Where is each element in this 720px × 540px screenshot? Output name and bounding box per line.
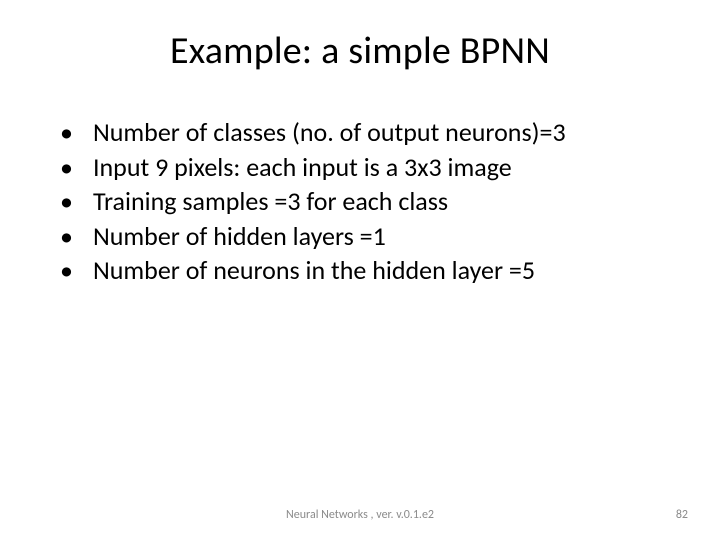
bullet-list: • Number of classes (no. of output neuro… — [60, 116, 672, 287]
bullet-item: • Number of neurons in the hidden layer … — [60, 254, 672, 287]
bullet-item: • Number of classes (no. of output neuro… — [60, 116, 672, 149]
slide-footer: Neural Networks , ver. v.0.1.e2 — [0, 508, 720, 522]
bullet-text: Training samples =3 for each class — [93, 185, 448, 218]
bullet-marker: • — [60, 220, 73, 253]
bullet-item: • Input 9 pixels: each input is a 3x3 im… — [60, 151, 672, 184]
footer-text: Neural Networks , ver. v.0.1.e2 — [286, 508, 434, 522]
bullet-marker: • — [60, 254, 73, 287]
bullet-text: Number of hidden layers =1 — [93, 220, 386, 253]
slide-title: Example: a simple BPNN — [48, 28, 672, 74]
slide-container: Example: a simple BPNN • Number of class… — [0, 0, 720, 540]
bullet-text: Number of classes (no. of output neurons… — [93, 116, 566, 149]
bullet-text: Input 9 pixels: each input is a 3x3 imag… — [93, 151, 512, 184]
page-number: 82 — [676, 508, 688, 522]
bullet-marker: • — [60, 185, 73, 218]
bullet-marker: • — [60, 116, 73, 149]
bullet-item: • Number of hidden layers =1 — [60, 220, 672, 253]
bullet-text: Number of neurons in the hidden layer =5 — [93, 254, 535, 287]
bullet-marker: • — [60, 151, 73, 184]
bullet-item: • Training samples =3 for each class — [60, 185, 672, 218]
